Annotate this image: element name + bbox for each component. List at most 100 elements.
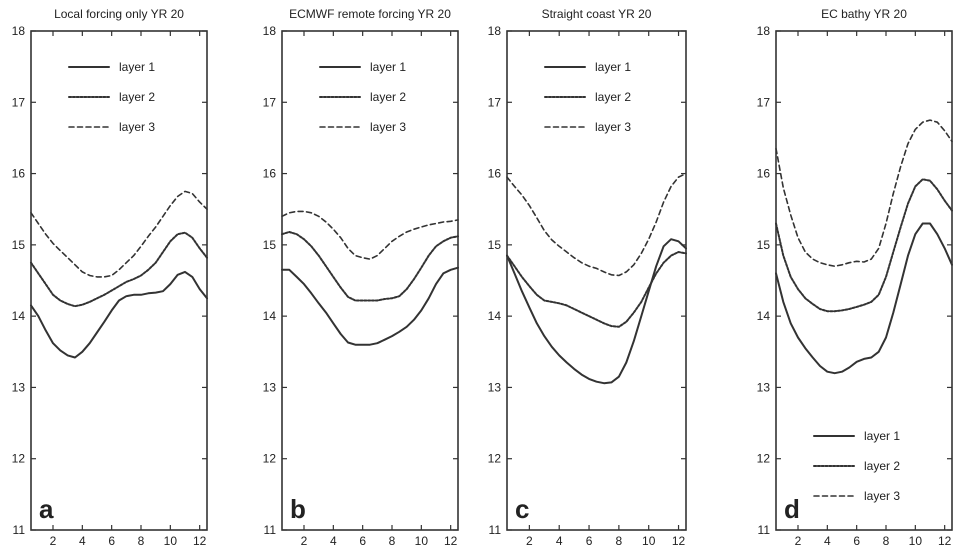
panel-letter: d: [784, 494, 800, 524]
legend-label: layer 3: [595, 120, 631, 134]
plot-frame: [30, 30, 208, 531]
legend: layer 1 layer 2 layer 3: [813, 429, 900, 503]
legend-label: layer 1: [595, 60, 631, 74]
series-line-layer-2: [281, 231, 459, 302]
y-tick-label: 12: [263, 452, 277, 466]
x-tick-label: 8: [389, 534, 396, 548]
x-tick-label: 2: [526, 534, 533, 548]
y-tick-label: 15: [757, 238, 771, 252]
y-tick-label: 17: [263, 95, 277, 109]
plot-frame: [775, 30, 953, 531]
x-tick-label: 12: [444, 534, 458, 548]
y-tick-label: 17: [12, 95, 26, 109]
series-line-layer-2: [506, 251, 687, 328]
x-tick-label: 8: [616, 534, 623, 548]
y-tick-label: 12: [757, 452, 771, 466]
y-tick-label: 18: [488, 24, 502, 38]
x-tick-label: 4: [330, 534, 337, 548]
y-tick-label: 13: [757, 380, 771, 394]
series-line-layer-3: [281, 210, 459, 260]
y-tick-label: 14: [12, 309, 26, 323]
y-tick-label: 14: [263, 309, 277, 323]
y-tick-label: 16: [757, 167, 771, 181]
plot-frame: [281, 30, 459, 531]
series-line-layer-1: [30, 270, 208, 359]
legend-label: layer 1: [119, 60, 155, 74]
series-line-layer-3: [30, 190, 208, 278]
x-tick-label: 10: [415, 534, 429, 548]
y-tick-label: 13: [263, 380, 277, 394]
legend: layer 1 layer 2 layer 3: [68, 60, 155, 134]
legend: layer 1 layer 2 layer 3: [544, 60, 631, 134]
chart-title: Straight coast YR 20: [542, 7, 652, 21]
y-tick-label: 14: [488, 309, 502, 323]
series-line-layer-1: [775, 222, 953, 375]
y-tick-label: 16: [12, 167, 26, 181]
panel-letter: b: [290, 494, 306, 524]
y-tick-label: 16: [488, 167, 502, 181]
legend-label: layer 3: [119, 120, 155, 134]
panel-c: Straight coast YR 20 11 12 13 14 15 16 17 18 2 4 6 8…: [488, 7, 687, 548]
y-tick-label: 18: [757, 24, 771, 38]
panel-d: EC bathy YR 20 11 12 13 14 15 16 17 18 2 4 6 8 10 12 la…: [757, 7, 953, 548]
series-line-layer-1: [281, 266, 459, 346]
legend-label: layer 2: [119, 90, 155, 104]
y-tick-label: 15: [263, 238, 277, 252]
y-tick-label: 15: [488, 238, 502, 252]
x-tick-label: 10: [164, 534, 178, 548]
y-tick-label: 11: [13, 523, 26, 537]
legend-label: layer 3: [864, 489, 900, 503]
chart-title: ECMWF remote forcing YR 20: [289, 7, 451, 21]
x-tick-label: 12: [193, 534, 207, 548]
legend-label: layer 1: [370, 60, 406, 74]
legend-label: layer 3: [370, 120, 406, 134]
x-tick-label: 4: [556, 534, 563, 548]
series-line-layer-3: [506, 172, 687, 277]
legend-label: layer 1: [864, 429, 900, 443]
y-tick-label: 13: [12, 380, 26, 394]
x-tick-label: 2: [795, 534, 802, 548]
x-tick-label: 6: [586, 534, 593, 548]
y-tick-label: 15: [12, 238, 26, 252]
x-tick-label: 6: [853, 534, 860, 548]
x-tick-label: 2: [301, 534, 308, 548]
x-tick-label: 6: [108, 534, 115, 548]
y-tick-label: 11: [758, 523, 771, 537]
plot-frame: [506, 30, 687, 531]
series-line-layer-1: [506, 238, 687, 385]
panel-letter: c: [515, 494, 529, 524]
panel-b: ECMWF remote forcing YR 20 11 12 13 14 15 16 17…: [263, 7, 459, 548]
x-tick-label: 10: [909, 534, 923, 548]
chart-title: Local forcing only YR 20: [54, 7, 184, 21]
y-tick-label: 17: [488, 95, 502, 109]
y-tick-label: 11: [264, 523, 277, 537]
legend-label: layer 2: [370, 90, 406, 104]
x-tick-label: 6: [359, 534, 366, 548]
y-tick-label: 12: [488, 452, 502, 466]
series-line-layer-2: [30, 231, 208, 308]
series-line-layer-3: [775, 119, 953, 267]
y-tick-label: 13: [488, 380, 502, 394]
y-tick-label: 12: [12, 452, 26, 466]
x-tick-label: 4: [824, 534, 831, 548]
y-tick-label: 14: [757, 309, 771, 323]
legend-label: layer 2: [595, 90, 631, 104]
y-tick-label: 11: [489, 523, 502, 537]
y-tick-label: 17: [757, 95, 771, 109]
legend-label: layer 2: [864, 459, 900, 473]
series-line-layer-2: [775, 178, 953, 313]
panel-a: Local forcing only YR 20 11 12 13 14 15 16 17 18…: [12, 7, 208, 548]
y-tick-label: 18: [12, 24, 26, 38]
x-tick-label: 12: [938, 534, 952, 548]
x-tick-label: 8: [883, 534, 890, 548]
y-tick-label: 16: [263, 167, 277, 181]
x-tick-label: 2: [50, 534, 57, 548]
x-tick-label: 12: [672, 534, 686, 548]
chart-title: EC bathy YR 20: [821, 7, 907, 21]
legend: layer 1 layer 2 layer 3: [319, 60, 406, 134]
x-tick-label: 8: [138, 534, 145, 548]
y-tick-label: 18: [263, 24, 277, 38]
x-tick-label: 4: [79, 534, 86, 548]
panel-letter: a: [39, 494, 54, 524]
